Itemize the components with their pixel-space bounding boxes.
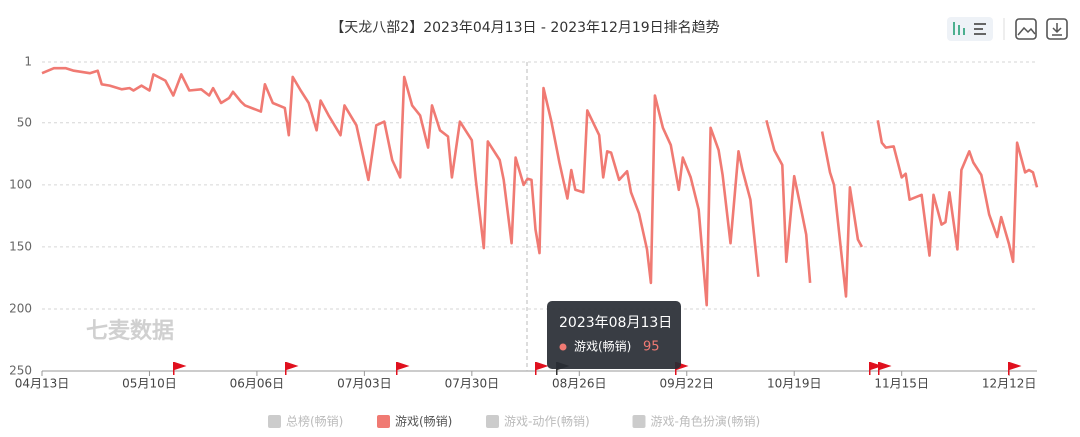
legend-swatch — [486, 415, 499, 428]
tooltip-series: 游戏(畅销) — [574, 340, 631, 354]
legend-label[interactable]: 总榜(畅销) — [286, 414, 343, 429]
legend[interactable]: 总榜(畅销) 游戏(畅销) 游戏-动作(畅销) 游戏-角色扮演(畅销) — [268, 414, 760, 429]
legend-swatch — [377, 415, 390, 428]
legend-label[interactable]: 游戏(畅销) — [395, 415, 452, 429]
x-tick-label: 08月26日 — [552, 377, 607, 391]
legend-swatch — [632, 415, 646, 428]
x-tick-label: 09月22日 — [659, 377, 714, 391]
chart-title: 【天龙八部2】2023年04月13日 - 2023年12月19日排名趋势 — [330, 20, 719, 36]
line-series — [41, 66, 1039, 307]
y-tick-label: 1 — [24, 55, 32, 69]
save-image[interactable] — [1015, 18, 1037, 40]
tooltip-title: 2023年08月13日 — [559, 315, 672, 331]
x-tick-label: 07月30日 — [445, 377, 500, 391]
tooltip-value: 95 — [643, 340, 660, 355]
y-tick-label: 200 — [9, 301, 32, 315]
y-tick-label: 100 — [9, 177, 32, 191]
x-tick-label: 11月15日 — [874, 377, 929, 391]
download[interactable] — [1046, 18, 1068, 40]
toolbar[interactable] — [947, 17, 1068, 41]
x-tick-label: 05月10日 — [122, 377, 177, 391]
y-tick-label: 150 — [9, 239, 32, 253]
x-tick-label: 04月13日 — [15, 377, 70, 391]
x-tick-label: 07月03日 — [337, 377, 392, 391]
y-tick-label: 50 — [17, 115, 32, 129]
legend-label[interactable]: 游戏-角色扮演(畅销) — [651, 414, 761, 429]
x-tick-label: 10月19日 — [767, 377, 822, 391]
legend-label[interactable]: 游戏-动作(畅销) — [504, 415, 590, 429]
y-tick-label: 250 — [9, 364, 32, 378]
x-tick-label: 12月12日 — [982, 377, 1037, 391]
x-tick-label: 06月06日 — [230, 377, 285, 391]
tooltip: 2023年08月13日 游戏(畅销) 95 — [547, 301, 681, 369]
legend-swatch — [268, 415, 281, 428]
watermark: 七麦数据 — [86, 318, 174, 344]
